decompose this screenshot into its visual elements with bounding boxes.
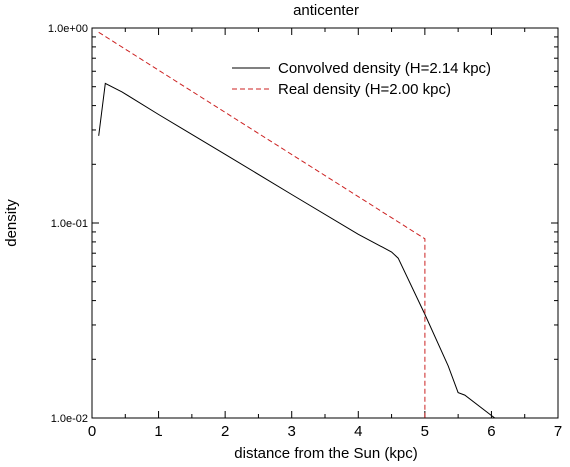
x-tick-label: 7: [554, 423, 562, 440]
y-axis-title: density: [3, 199, 20, 247]
y-tick-label: 1.0e-02: [51, 413, 88, 425]
y-tick-label: 1.0e+00: [48, 23, 88, 35]
x-tick-label: 4: [354, 423, 362, 440]
chart-title: anticenter: [293, 2, 359, 19]
x-tick-label: 3: [288, 423, 296, 440]
series-line-real: [98, 31, 426, 418]
y-tick-label: 1.0e-01: [51, 218, 88, 230]
x-tick-label: 6: [487, 423, 495, 440]
x-tick-label: 2: [221, 423, 229, 440]
legend-label-real: Real density (H=2.00 kpc): [278, 81, 451, 98]
series-layer: [98, 31, 496, 419]
x-tick-label: 0: [88, 423, 96, 440]
x-axis-title: distance from the Sun (kpc): [234, 445, 417, 462]
legend-label-convolved: Convolved density (H=2.14 kpc): [278, 60, 491, 77]
x-tick-label: 1: [154, 423, 162, 440]
y-axis-ticks: 1.0e-02 1.0e-01 1.0e+00: [48, 23, 558, 425]
x-axis-ticks: 0 1 2 3 4 5 6 7: [88, 28, 562, 440]
series-line-convolved: [98, 82, 496, 419]
legend: Convolved density (H=2.14 kpc) Real dens…: [232, 60, 491, 98]
x-tick-label: 5: [421, 423, 429, 440]
